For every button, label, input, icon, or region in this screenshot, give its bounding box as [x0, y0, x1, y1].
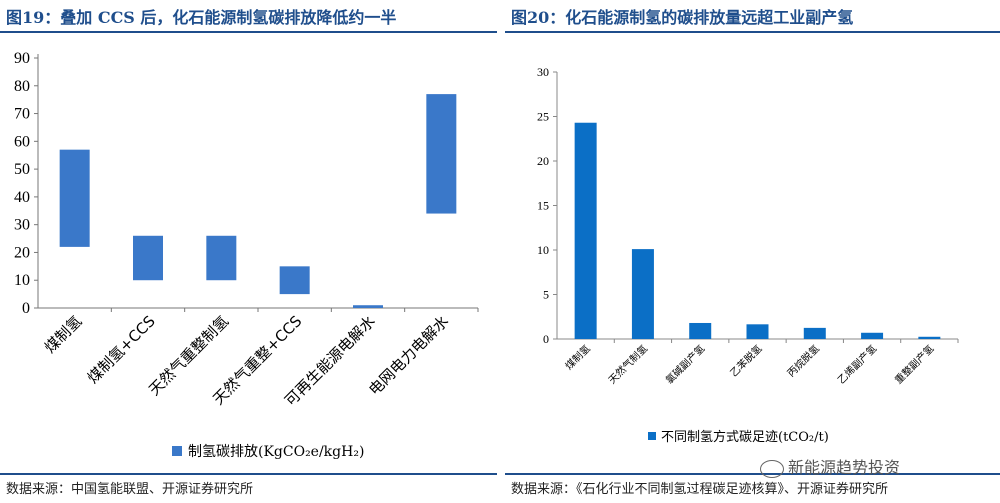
left-title-rule [0, 31, 497, 33]
range-bar [426, 94, 457, 214]
left-source-rule [0, 473, 497, 475]
x-category-label: 天然气制氢 [606, 342, 651, 387]
range-bar [206, 235, 237, 281]
y-tick-label: 80 [14, 78, 30, 95]
bar [746, 324, 769, 339]
x-category-label: 乙烯副产氢 [835, 342, 880, 387]
left-panel: 图19：叠加 CCS 后，化石能源制氢碳排放降低约一半 0 10 20 30 40 50 6… [0, 0, 497, 503]
y-tick-label: 0 [543, 332, 549, 346]
x-category-label: 煤制氢+CCS [84, 312, 159, 387]
right-title-rule [505, 31, 1000, 33]
y-tick-label: 15 [537, 199, 549, 213]
bar [918, 336, 941, 339]
y-tick-label: 10 [537, 243, 549, 257]
y-tick-label: 90 [14, 50, 30, 67]
right-source-note: 数据来源：《石化行业不同制氢过程碳足迹核算》、开源证券研究所 [511, 482, 889, 497]
y-tick-label: 25 [537, 110, 549, 124]
left-source-note: 数据来源：中国氢能联盟、开源证券研究所 [6, 482, 254, 497]
bar [631, 249, 654, 339]
legend-label: 制氢碳排放(KgCO₂e/kgH₂) [188, 444, 364, 460]
left-chart: 0102030405060708090煤制氢煤制氢+CCS天然气重整制氢天然气重… [14, 50, 479, 460]
right-panel: 图20：化石能源制氢的碳排放量远超工业副产氢 0 5 10 15 20 25 30 煤制氢 天然… [505, 0, 1000, 503]
watermark: 新能源趋势投资 [760, 454, 900, 478]
bar [861, 332, 884, 339]
legend-swatch [648, 432, 656, 440]
watermark-text: 新能源趋势投资 [788, 458, 901, 477]
right-source-rule [505, 473, 1000, 475]
y-tick-label: 30 [14, 217, 30, 234]
x-category-label: 丙烷脱氢 [784, 342, 821, 379]
y-tick-label: 30 [537, 65, 549, 79]
bar [574, 122, 597, 339]
y-tick-label: 70 [14, 106, 30, 123]
y-tick-label: 20 [14, 244, 30, 261]
y-tick-label: 20 [537, 154, 549, 168]
x-category-label: 氯碱副产氢 [663, 342, 708, 387]
right-figure-title: 图20：化石能源制氢的碳排放量远超工业副产氢 [511, 8, 854, 27]
wechat-icon [760, 459, 784, 478]
bar [689, 322, 712, 339]
range-bar [353, 305, 383, 308]
y-tick-label: 0 [22, 300, 30, 317]
x-category-label: 重整副产氢 [892, 342, 937, 387]
left-figure-title: 图19：叠加 CCS 后，化石能源制氢碳排放降低约一半 [6, 8, 397, 27]
x-category-label: 煤制氢 [41, 312, 86, 357]
legend-label: 不同制氢方式碳足迹(tCO₂/t) [661, 429, 829, 445]
range-bar [59, 149, 90, 247]
range-bar [279, 266, 310, 295]
y-tick-label: 10 [14, 272, 30, 289]
bar [803, 327, 826, 339]
y-tick-label: 60 [14, 133, 30, 150]
range-bar [133, 235, 163, 281]
y-tick-label: 40 [14, 189, 30, 206]
x-category-label: 乙苯脱氢 [727, 342, 764, 379]
legend-swatch [172, 446, 182, 456]
x-category-label: 煤制氢 [562, 342, 592, 372]
y-tick-label: 5 [543, 288, 549, 302]
right-chart: 0 5 10 15 20 25 30 煤制氢 天然气制氢 氯碱副产氢 乙苯脱氢 丙烷脱氢 乙烯副产氢 重整… [537, 65, 959, 445]
y-tick-label: 50 [14, 161, 30, 178]
